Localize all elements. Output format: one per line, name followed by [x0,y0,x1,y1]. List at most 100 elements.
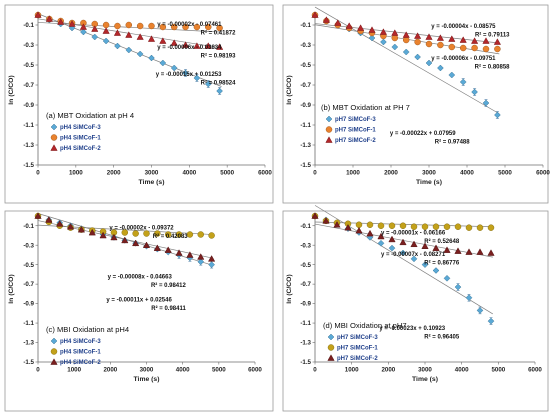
data-point-diamond [377,239,385,247]
y-tick-label: -0.7 [300,281,311,288]
data-point-triangle [368,26,376,33]
data-point-triangle [482,37,490,44]
data-point-triangle [170,39,178,46]
data-point-diamond [471,88,478,96]
data-point-circle [425,40,433,48]
x-tick-label: 1000 [346,170,360,177]
data-point-triangle [436,34,445,41]
data-point-circle [197,231,204,238]
data-point-diamond [465,294,473,302]
data-point-triangle [448,35,456,42]
data-point-circle [437,41,444,49]
data-point-circle [182,23,189,31]
y-tick-label: -1.1 [23,320,34,327]
data-point-circle [402,36,410,44]
regression-equation: y = -0.00011x + 0.02546 [106,298,172,304]
data-point-diamond [216,87,223,95]
data-point-triangle [410,240,418,248]
r-squared-label: R² = 0.98193 [201,53,237,60]
data-point-triangle [377,232,385,240]
data-point-circle [132,230,139,237]
data-point-triangle [125,31,133,38]
data-point-triangle [175,249,183,256]
x-tick-label: 2000 [381,367,395,374]
data-point-triangle [493,38,502,45]
data-point-triangle [344,223,352,231]
x-tick-label: 2000 [107,170,121,177]
y-axis-title: ln (C/CO) [286,75,293,104]
x-tick-label: 3000 [422,170,436,177]
y-tick-label: -1.5 [300,359,311,366]
data-point-circle [148,22,155,30]
data-point-diamond [459,78,467,86]
data-point-triangle [153,244,161,251]
legend-marker-circle [325,126,333,133]
panel-title: (b) MBT Oxidation at PH 7 [321,103,410,112]
data-point-triangle [34,11,42,18]
data-point-triangle [136,33,144,40]
data-point-diamond [482,99,490,107]
regression-equation: y = -0.00022x + 0.07959 [390,131,456,137]
r-squared-label: R² = 0.80858 [475,64,511,71]
data-point-diamond [414,53,421,61]
data-point-triangle [443,246,451,253]
data-point-triangle [402,31,410,38]
legend-label: pH7 SiMCoF-1 [335,128,376,134]
data-point-diamond [448,71,456,79]
data-point-triangle [322,217,330,224]
data-point-diamond [208,261,215,269]
legend-marker-triangle [50,358,58,365]
data-point-circle [159,23,167,31]
y-tick-label: -0.5 [300,62,311,69]
data-point-diamond [443,274,451,282]
data-point-circle [482,45,490,53]
y-axis-title: ln (C/CO) [8,75,15,104]
data-point-triangle [425,33,433,40]
data-point-triangle [311,11,319,18]
panel-title: (c) MBI Oxidation at pH4 [46,325,129,334]
regression-equation: y = -0.00001x - 0.06166 [381,230,446,236]
x-tick-label: 1000 [69,170,83,177]
regression-equation: y = -0.00006x - 0.03834 [157,45,222,51]
x-tick-label: 6000 [528,367,542,374]
data-point-diamond [193,74,201,82]
data-point-circle [410,223,418,230]
data-point-diamond [421,261,429,269]
x-tick-label: 6000 [536,170,550,177]
legend-marker-diamond [50,337,58,345]
data-point-triangle [333,221,341,228]
data-point-diamond [182,69,189,77]
data-point-triangle [366,229,374,237]
y-tick-label: -0.3 [23,242,34,249]
x-tick-label: 2000 [103,367,117,374]
data-point-triangle [121,236,129,244]
panel-b: -0.1 -0.3 -0.5 -0.7 -0.9 -1.1 -1.3 -1.50 1000 200… [282,4,550,204]
data-point-triangle [45,15,53,22]
legend-marker-triangle [50,144,58,151]
data-point-circle [175,231,183,238]
x-tick-label: 3000 [418,367,432,374]
legend-label: pH4 SiMCoF-2 [60,146,101,152]
data-point-circle [366,221,374,229]
data-point-circle [143,230,150,237]
r-squared-label: R² = 0.98412 [151,282,187,289]
y-tick-label: -0.1 [300,22,311,29]
data-point-circle [205,23,212,31]
data-point-diamond [125,46,133,54]
panel-title: (d) MBI Oxidation at pH7 [323,321,407,330]
data-point-circle [399,222,407,229]
data-point-diamond [476,307,484,314]
regression-equation: y = -0.00006x - 0.09751 [431,56,496,62]
x-tick-label: 0 [313,170,317,177]
data-point-diamond [197,258,205,266]
x-tick-label: 3000 [145,170,159,177]
data-point-diamond [391,43,399,51]
legend-label: pH4 SiMCoF-3 [60,339,101,345]
r-squared-label: R² = 0.86776 [424,259,460,266]
r-squared-label: R² = 0.79113 [475,32,510,39]
panel-a: -0.1 -0.3 -0.5 -0.7 -0.9 -1.1 -1.3 -1.50 1000 200… [4,4,274,204]
y-tick-label: -0.5 [23,262,34,269]
data-point-diamond [114,42,121,50]
legend-marker-diamond [50,123,58,131]
x-tick-label: 6000 [248,367,262,374]
